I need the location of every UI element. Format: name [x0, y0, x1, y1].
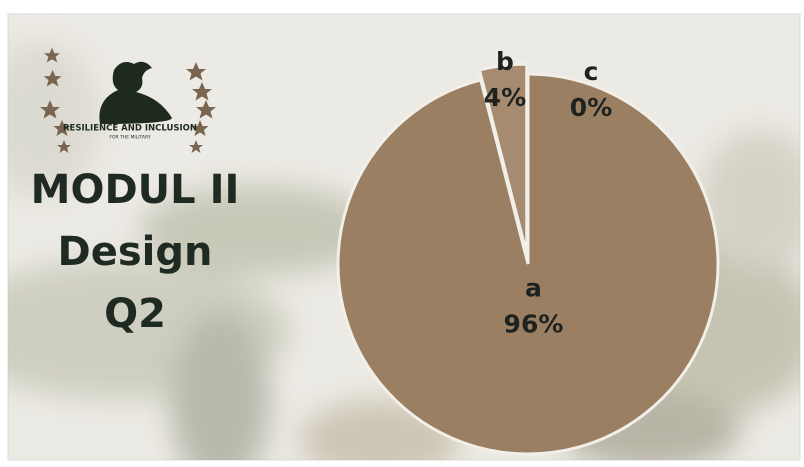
slice-value-label: 0% [570, 93, 612, 122]
slice-value-label: 96% [504, 309, 564, 338]
pie-slice [477, 62, 529, 255]
camouflage [8, 40, 800, 460]
title-line: Q2 [104, 291, 166, 337]
logo-subtext: FOR THE MILITARY [109, 135, 150, 141]
slice-value-label: 4% [484, 83, 526, 112]
slice-category: a [525, 273, 542, 302]
slice-category: c [584, 57, 599, 86]
slice-category: b [496, 47, 514, 76]
logo-text: RESILIENCE AND INCLUSION [63, 124, 197, 134]
logo: RESILIENCE AND INCLUSION FOR THE MILITAR… [40, 47, 216, 153]
title-line: MODUL II [31, 167, 240, 213]
title-line: Design [58, 229, 213, 275]
